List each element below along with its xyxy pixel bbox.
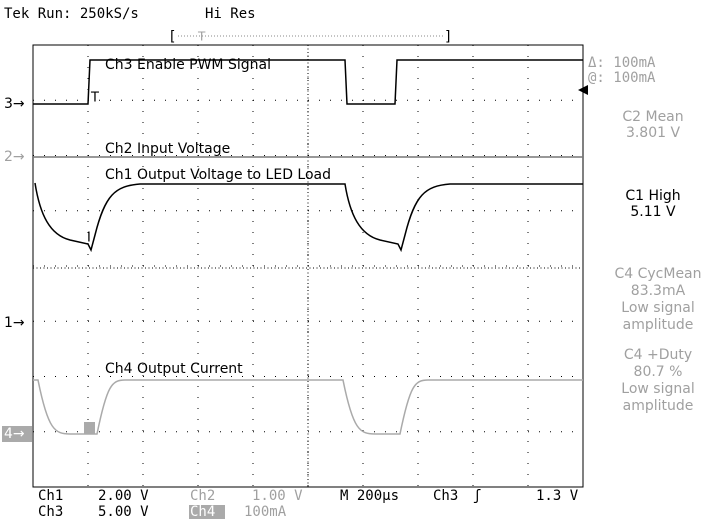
readout: amplitude bbox=[623, 317, 694, 333]
ch4-trace bbox=[33, 379, 583, 435]
footer: 100mA bbox=[244, 504, 287, 520]
readout: Δ: 100mA bbox=[588, 55, 656, 71]
footer: Ch2 bbox=[190, 488, 215, 504]
trigger-bracket: [] T bbox=[170, 29, 450, 45]
svg-text:[: [ bbox=[170, 29, 175, 45]
status: Tek Run: 250kS/s bbox=[4, 6, 139, 22]
channel-marker: 3→ bbox=[4, 96, 25, 112]
cursor-t: T bbox=[90, 91, 99, 106]
svg-text:I: I bbox=[87, 231, 91, 246]
readout: 83.3mA bbox=[631, 283, 686, 299]
graticule bbox=[32, 44, 584, 488]
footer: Ch3 bbox=[38, 504, 63, 520]
ref-arrow bbox=[578, 85, 588, 95]
channel-marker: 4→ bbox=[4, 426, 25, 442]
footer: Ch1 bbox=[38, 488, 63, 504]
trace-label: Ch1 Output Voltage to LED Load bbox=[105, 167, 331, 183]
readout: 80.7 % bbox=[634, 364, 683, 380]
footer: 1.00 V bbox=[252, 488, 303, 504]
footer: 1.3 V bbox=[536, 488, 579, 504]
ch3-trace bbox=[33, 59, 583, 105]
readout: C4 +Duty bbox=[624, 347, 692, 363]
trace-label: Ch4 Output Current bbox=[105, 361, 243, 377]
readout: C2 Mean bbox=[622, 109, 683, 125]
readout: amplitude bbox=[623, 398, 694, 414]
footer: Ch3 bbox=[433, 488, 458, 504]
readout: Low signal bbox=[621, 300, 694, 316]
readout: 5.11 V bbox=[630, 204, 676, 220]
channel-marker: 1→ bbox=[4, 315, 25, 331]
readout: 3.801 V bbox=[626, 125, 681, 141]
readout: @: 100mA bbox=[588, 70, 656, 86]
svg-text:ʃ: ʃ bbox=[473, 488, 481, 504]
readout: Low signal bbox=[621, 381, 694, 397]
footer: M 200µs bbox=[340, 488, 399, 504]
mode: Hi Res bbox=[205, 6, 256, 22]
svg-text:T: T bbox=[197, 30, 206, 44]
footer: Ch4 bbox=[190, 504, 215, 520]
svg-text:]: ] bbox=[445, 29, 450, 45]
readout: C1 High bbox=[625, 188, 680, 204]
footer: 2.00 V bbox=[98, 488, 149, 504]
footer: 5.00 V bbox=[98, 504, 149, 520]
ch4-trigger bbox=[84, 422, 95, 434]
trace-label: Ch2 Input Voltage bbox=[105, 141, 230, 157]
ch1-trace bbox=[34, 182, 583, 253]
channel-marker: 2→ bbox=[4, 149, 25, 165]
readout: C4 CycMean bbox=[614, 266, 701, 282]
trace-label: Ch3 Enable PWM Signal bbox=[105, 57, 271, 73]
